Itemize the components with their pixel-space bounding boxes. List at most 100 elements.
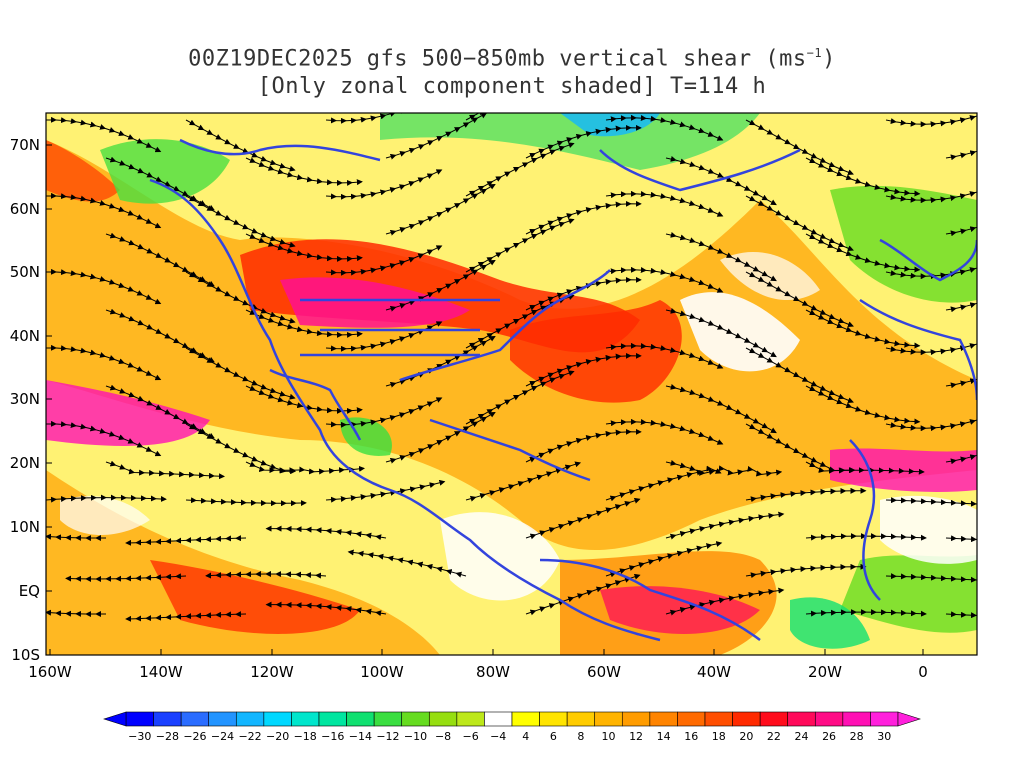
colorbar-value-label: −22 xyxy=(238,730,262,743)
lat-label: 60N xyxy=(9,200,40,218)
colorbar-value-label: 14 xyxy=(656,730,671,743)
colorbar-max-arrow xyxy=(897,711,921,727)
streamline xyxy=(885,573,977,584)
colorbar-value-label: 24 xyxy=(794,730,809,743)
streamline xyxy=(945,535,977,544)
streamline xyxy=(885,113,977,128)
colorbar-segment xyxy=(649,711,678,727)
streamline xyxy=(125,611,247,622)
streamline xyxy=(605,266,724,293)
streamline xyxy=(465,113,575,121)
colorbar-value-label: −10 xyxy=(403,730,428,743)
streamline xyxy=(46,344,162,381)
streamline xyxy=(665,307,777,358)
colorbar xyxy=(103,711,921,727)
chart-title: 00Z19DEC2025 gfs 500−850mb vertical shea… xyxy=(188,46,836,72)
colorbar-segment xyxy=(153,711,182,727)
colorbar-min-arrow xyxy=(103,711,127,727)
colorbar-segment xyxy=(208,711,237,727)
streamline xyxy=(105,460,225,480)
streamline xyxy=(805,609,927,617)
lon-label: 140W xyxy=(139,663,183,681)
colorbar-segment xyxy=(346,711,375,727)
colorbar-value-label: 16 xyxy=(684,730,699,743)
streamline xyxy=(525,573,641,616)
colorbar-segment xyxy=(180,711,210,727)
colorbar-segment xyxy=(235,711,265,727)
streamline xyxy=(325,479,446,503)
streamline xyxy=(665,511,785,540)
lon-label: 20W xyxy=(808,663,842,681)
colorbar-value-label: 18 xyxy=(711,730,726,743)
colorbar-segment xyxy=(704,711,733,727)
streamline xyxy=(945,114,977,161)
streamline xyxy=(605,465,722,502)
streamline xyxy=(885,257,977,280)
lon-label: 40W xyxy=(697,663,731,681)
colorbar-value-label: −14 xyxy=(348,730,372,743)
colorbar-value-label: −18 xyxy=(293,730,317,743)
streamline xyxy=(945,342,977,389)
colorbar-value-label: −16 xyxy=(321,730,345,743)
axis-ticks xyxy=(46,144,924,656)
colorbar-value-label: 26 xyxy=(822,730,837,743)
colorbar-segment xyxy=(318,711,347,727)
streamline xyxy=(46,575,47,576)
streamline xyxy=(125,535,247,546)
colorbar-value-label: 10 xyxy=(601,730,616,743)
colorbar-value-label: −8 xyxy=(434,730,452,743)
streamline xyxy=(385,113,496,160)
colorbar-segment xyxy=(732,711,761,727)
lat-label: 40N xyxy=(9,327,40,345)
colorbar-segment xyxy=(566,711,596,727)
streamline xyxy=(325,397,443,428)
streamline xyxy=(325,169,443,200)
streamline xyxy=(245,461,365,475)
colorbar-segment xyxy=(484,711,513,727)
lat-label: 50N xyxy=(9,263,40,281)
colorbar-value-label: −12 xyxy=(376,730,400,743)
wind-streamlines xyxy=(46,113,977,622)
colorbar-segment xyxy=(263,711,292,727)
coastlines xyxy=(149,138,977,642)
colorbar-segment xyxy=(456,711,485,727)
streamline xyxy=(665,231,777,282)
lat-label: 20N xyxy=(9,454,40,472)
colorbar-value-label: 30 xyxy=(877,730,892,743)
colorbar-segment xyxy=(814,711,844,727)
streamline xyxy=(605,190,724,217)
colorbar-segment xyxy=(842,711,871,727)
lat-label: 10S xyxy=(11,646,40,664)
lon-label: 80W xyxy=(476,663,510,681)
streamline xyxy=(347,549,467,578)
colorbar-value-label: 8 xyxy=(577,730,585,743)
colorbar-segment xyxy=(511,711,540,727)
streamline xyxy=(46,527,106,542)
colorbar-value-label: −20 xyxy=(266,730,290,743)
streamline xyxy=(46,192,162,229)
streamline xyxy=(885,333,977,356)
streamline xyxy=(46,603,106,618)
colorbar-segment xyxy=(870,711,899,727)
streamline xyxy=(665,383,777,434)
streamline xyxy=(605,114,724,141)
lat-label: EQ xyxy=(18,582,40,600)
lat-label: 70N xyxy=(9,136,40,154)
lon-label: 0 xyxy=(918,663,928,681)
streamline xyxy=(945,418,977,465)
colorbar-segment xyxy=(539,711,568,727)
streamline xyxy=(745,487,867,503)
streamline xyxy=(665,155,777,206)
lon-label: 100W xyxy=(360,663,404,681)
colorbar-value-label: −30 xyxy=(128,730,152,743)
streamline xyxy=(65,573,187,582)
streamline xyxy=(525,428,642,463)
streamline xyxy=(265,601,387,617)
streamline xyxy=(46,494,167,503)
streamline xyxy=(205,570,327,579)
colorbar-segment xyxy=(594,711,623,727)
streamline xyxy=(185,497,307,507)
streamline xyxy=(885,409,977,432)
map-frame xyxy=(45,112,978,656)
streamline xyxy=(46,116,162,153)
